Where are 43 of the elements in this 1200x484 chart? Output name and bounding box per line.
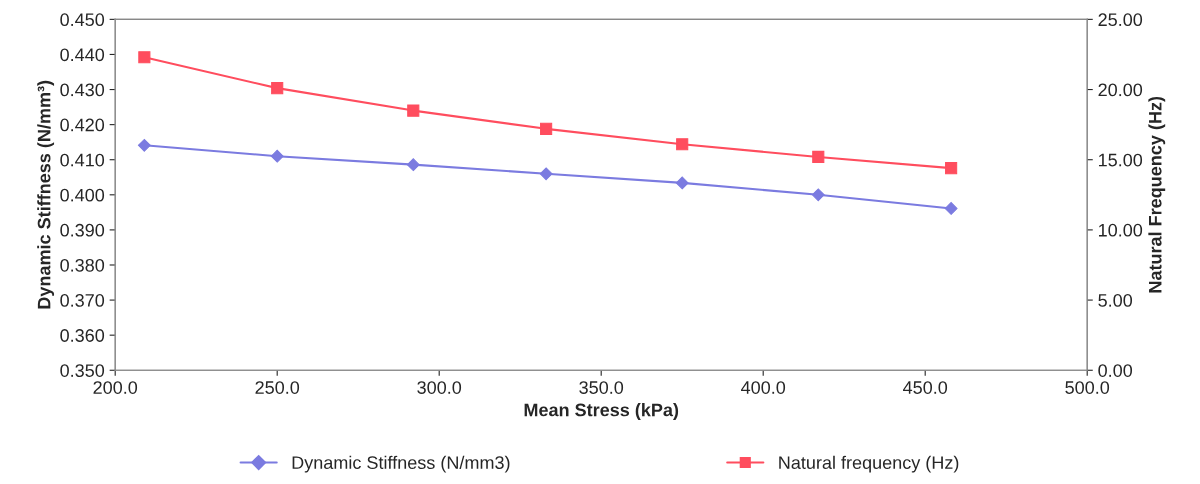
y2-axis-title: Natural Frequency (Hz) — [1148, 96, 1166, 293]
point — [812, 150, 825, 163]
y-tick-label: 0.400 — [60, 188, 105, 202]
point — [407, 104, 420, 117]
point — [137, 138, 151, 152]
y-tick-label: 0.370 — [60, 294, 105, 307]
x-tick-label: 250.0 — [255, 381, 300, 394]
y-tick-label: 0.360 — [60, 329, 105, 342]
y2-tick-label: 0.00 — [1098, 364, 1133, 377]
point — [539, 167, 553, 181]
x-tick-label: 500.0 — [1065, 381, 1110, 394]
x-tick-label: 300.0 — [417, 381, 462, 394]
y-tick-label: 0.420 — [60, 118, 105, 132]
point — [271, 82, 284, 95]
point — [945, 162, 958, 175]
y-tick-label: 0.390 — [60, 223, 105, 237]
y-tick-label: 0.440 — [60, 48, 105, 62]
point — [270, 149, 284, 163]
y-tick-label: 0.350 — [60, 364, 105, 377]
y2-tick-label: 25.00 — [1098, 13, 1143, 27]
y2-tick-label: 20.00 — [1098, 83, 1143, 97]
point — [944, 202, 958, 215]
x-tick-label: 400.0 — [741, 381, 786, 394]
y2-tick-label: 15.00 — [1098, 153, 1143, 167]
y2-tick-label: 10.00 — [1098, 223, 1143, 237]
x-tick-label: 200.0 — [93, 381, 138, 394]
point — [406, 158, 420, 172]
y-tick-label: 0.430 — [60, 83, 105, 97]
point — [676, 138, 689, 151]
point — [675, 176, 689, 190]
y-tick-label: 0.380 — [60, 258, 105, 272]
y-tick-label: 0.450 — [60, 13, 105, 27]
legend-label: Dynamic Stiffness (N/mm3) — [292, 455, 510, 473]
y-tick-label: 0.410 — [60, 153, 105, 167]
point — [138, 51, 151, 64]
point — [811, 188, 825, 202]
x-axis-title: Mean Stress (kPa) — [524, 403, 679, 420]
x-tick-label: 450.0 — [903, 381, 948, 394]
legend-label: Natural frequency (Hz) — [779, 455, 959, 473]
y-axis-title: Dynamic Stiffness (N/mm³) — [37, 80, 55, 309]
y2-tick-label: 5.00 — [1098, 294, 1133, 307]
point — [540, 122, 553, 135]
x-tick-label: 350.0 — [579, 381, 624, 394]
